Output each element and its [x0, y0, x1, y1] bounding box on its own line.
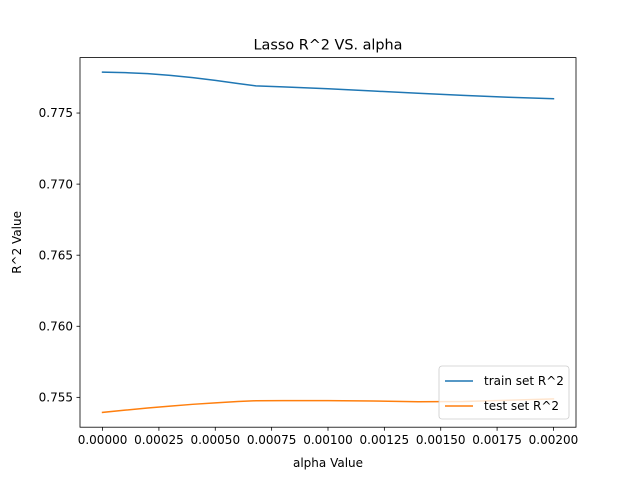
x-tick-label: 0.00125 [360, 433, 410, 447]
y-tick-label: 0.765 [39, 248, 73, 262]
x-tick-label: 0.00075 [247, 433, 297, 447]
legend-label-test: test set R^2 [484, 399, 559, 413]
series-line-0 [101, 71, 555, 100]
y-tick-label: 0.760 [39, 319, 73, 333]
y-axis-label: R^2 Value [10, 211, 24, 274]
x-tick-label: 0.00025 [134, 433, 184, 447]
y-tick-label: 0.755 [39, 391, 73, 405]
x-axis-label: alpha Value [293, 456, 363, 470]
x-axis: 0.00000 0.00025 0.00050 0.00075 0.00100 0.001… [78, 427, 579, 447]
y-axis: 0.755 0.760 0.765 0.770 0.775 [39, 106, 80, 405]
x-tick-label: 0.00175 [472, 433, 522, 447]
x-tick-label: 0.00200 [529, 433, 579, 447]
y-tick-label: 0.770 [39, 177, 73, 191]
legend: train set R^2 test set R^2 [438, 365, 570, 420]
x-tick-label: 0.00000 [78, 433, 128, 447]
legend-label-train: train set R^2 [484, 374, 564, 388]
y-tick-label: 0.775 [39, 106, 73, 120]
x-tick-label: 0.00150 [416, 433, 466, 447]
chart-title: Lasso R^2 VS. alpha [253, 38, 402, 54]
x-tick-label: 0.00050 [190, 433, 240, 447]
x-tick-label: 0.00100 [303, 433, 353, 447]
